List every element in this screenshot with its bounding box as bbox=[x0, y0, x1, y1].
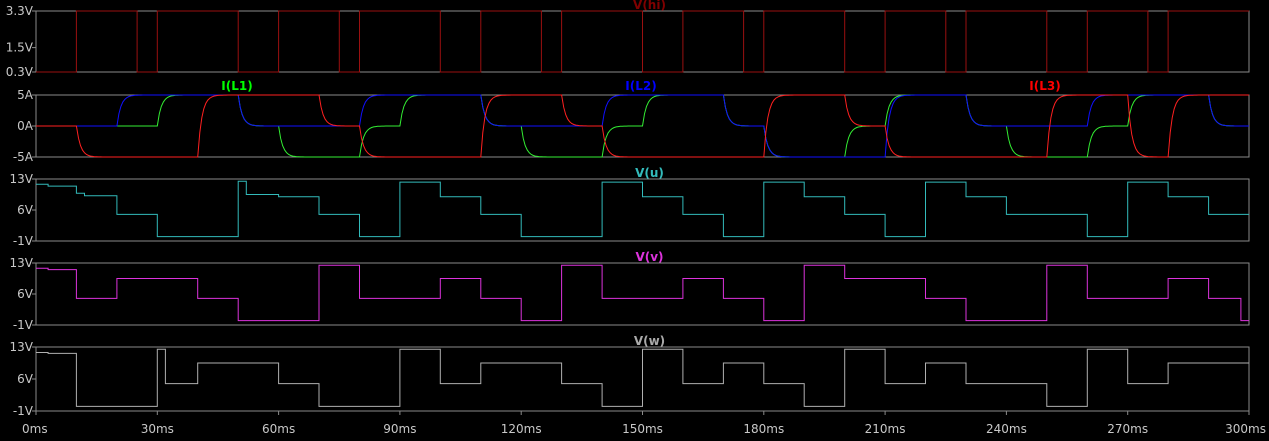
y-tick-label: 1.5V bbox=[6, 41, 34, 55]
series-line bbox=[36, 348, 1249, 407]
y-tick-label: 0A bbox=[17, 119, 34, 133]
y-tick-label: 6V bbox=[17, 287, 34, 301]
pane-2: 5A 0A -5A I(L1) I(L2) I(L3) bbox=[13, 79, 1250, 164]
y-tick-label: 13V bbox=[10, 340, 34, 354]
y-tick-label: 6V bbox=[17, 203, 34, 217]
x-tick-label: 120ms bbox=[501, 422, 542, 436]
series-line bbox=[36, 94, 1249, 158]
x-tick-label: 30ms bbox=[141, 422, 174, 436]
x-tick-label: 60ms bbox=[262, 422, 295, 436]
y-tick-label: -1V bbox=[13, 234, 34, 248]
y-tick-label: 0.3V bbox=[6, 65, 34, 79]
y-tick-label: -5A bbox=[13, 150, 34, 164]
x-tick-label: 210ms bbox=[865, 422, 906, 436]
legend-label: I(L3) bbox=[1029, 79, 1060, 93]
y-tick-label: 3.3V bbox=[6, 4, 34, 18]
x-tick-label: 180ms bbox=[743, 422, 784, 436]
legend-label: I(L2) bbox=[625, 79, 656, 93]
x-tick-label: 150ms bbox=[622, 422, 663, 436]
pane-5: 13V 6V -1V V(w) bbox=[10, 334, 1250, 418]
series-line bbox=[36, 180, 1249, 238]
pane-4: 13V 6V -1V V(v) bbox=[10, 250, 1250, 332]
pane-title: V(hi) bbox=[633, 0, 666, 12]
y-tick-label: 5A bbox=[17, 88, 34, 102]
y-tick-label: 6V bbox=[17, 372, 34, 386]
x-tick-label: 240ms bbox=[986, 422, 1027, 436]
x-tick-label: 0ms bbox=[22, 422, 48, 436]
pane-frame bbox=[35, 262, 1250, 326]
pane-1: 3.3V 1.5V 0.3V V(hi) bbox=[6, 0, 1250, 79]
y-tick-label: -1V bbox=[13, 318, 34, 332]
x-tick-label: 270ms bbox=[1107, 422, 1148, 436]
pane-title: V(v) bbox=[635, 250, 663, 264]
legend-label: I(L1) bbox=[221, 79, 252, 93]
pane-3: 13V 6V -1V V(u) bbox=[10, 166, 1250, 248]
pane-title: V(u) bbox=[635, 166, 664, 180]
y-tick-label: 13V bbox=[10, 256, 34, 270]
y-tick-label: 13V bbox=[10, 172, 34, 186]
x-tick-label: 90ms bbox=[383, 422, 416, 436]
series-line bbox=[36, 264, 1249, 322]
y-tick-label: -1V bbox=[13, 404, 34, 418]
x-tick-label: 300ms bbox=[1225, 422, 1266, 436]
series-line bbox=[36, 10, 1249, 73]
pane-title: V(w) bbox=[634, 334, 665, 348]
